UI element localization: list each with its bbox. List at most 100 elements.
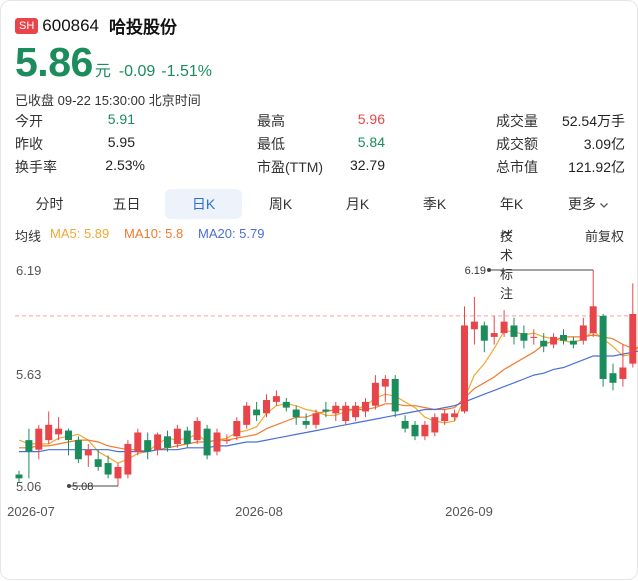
candle (609, 373, 617, 383)
stat-turnover-rate: 换手率 2.53% (15, 157, 145, 177)
stat-label: 最低 (257, 136, 285, 152)
candle (253, 409, 261, 416)
candle (94, 459, 102, 467)
candle (312, 413, 320, 425)
candle (144, 440, 152, 452)
high-marker-label: 6.19 (465, 265, 486, 277)
candle (45, 424, 53, 441)
stock-name[interactable]: 哈投股份 (109, 18, 178, 37)
candle (322, 409, 330, 412)
candle (134, 432, 142, 452)
candle (540, 340, 548, 347)
adjust-selector[interactable]: 前复权 (585, 229, 625, 244)
candle (441, 413, 449, 422)
candle (391, 378, 399, 412)
y-tick-label: 5.63 (16, 367, 41, 382)
candle (352, 405, 360, 418)
stat-turnover-amount: 成交额 3.09亿 (496, 134, 625, 154)
current-price: 5.86 (15, 39, 93, 85)
candle (550, 336, 558, 345)
kline-chart[interactable]: 6.19 5.63 5.06 2026-07 2026-08 2026-09 6.19 5.0… (1, 251, 638, 581)
stat-market-cap: 总市值 121.92亿 (496, 157, 625, 177)
candle (619, 367, 627, 379)
ma5-value: MA5: 5.89 (50, 226, 110, 241)
low-marker-dot (67, 484, 71, 488)
tech-annotation-label: 技术标注 (500, 229, 514, 301)
stat-value: 121.92亿 (568, 159, 625, 175)
candle (65, 430, 72, 441)
candle (164, 436, 171, 448)
stat-value: 52.54万手 (561, 113, 625, 129)
candle (520, 333, 528, 341)
price-change-pct: -1.51% (161, 63, 212, 80)
market-badge: SH (15, 17, 39, 34)
candle (55, 428, 63, 435)
stat-value: 32.79 (349, 157, 385, 173)
tab-weekly-k[interactable]: 周K (268, 196, 293, 212)
tab-more-label: 更多 (568, 196, 596, 212)
candle (124, 443, 132, 475)
market-status: 已收盘 09-22 15:30:00 北京时间 (15, 93, 201, 108)
candle (35, 428, 43, 450)
stat-label: 换手率 (15, 159, 57, 175)
candle (470, 321, 478, 330)
ma-line-ma5 (18, 330, 638, 464)
quote-stats: 今开 5.91 最高 5.96 成交量 52.54万手 昨收 5.95 最低 5… (15, 111, 625, 181)
candle (431, 417, 439, 433)
price-unit: 元 (94, 63, 111, 80)
candle (332, 405, 340, 414)
candle (579, 325, 587, 341)
stat-value: 5.96 (357, 111, 385, 127)
candle (154, 434, 162, 450)
candle (233, 421, 241, 437)
candle (104, 463, 112, 475)
stat-value: 5.95 (107, 134, 135, 150)
candle (500, 321, 508, 334)
tab-five-day[interactable]: 五日 (112, 196, 141, 212)
price-row: 5.86 元 -0.09 -1.51% (15, 39, 212, 86)
stat-value: 3.09亿 (583, 136, 625, 152)
stat-label: 最高 (257, 113, 285, 129)
candle (371, 382, 379, 406)
low-marker-label: 5.08 (72, 481, 93, 493)
candle (243, 405, 251, 425)
ma-legend: 均线 MA5: 5.89 MA10: 5.8 MA20: 5.79 技术标注 前… (15, 226, 627, 301)
tab-monthly-k[interactable]: 月K (345, 196, 370, 212)
stock-code: 600864 (42, 15, 100, 35)
candle (381, 378, 389, 387)
trend-icon (500, 226, 513, 241)
tab-yearly-k[interactable]: 年K (499, 196, 524, 212)
stock-header: SH 600864 哈投股份 (15, 13, 177, 38)
candle (490, 333, 498, 337)
candle (302, 421, 310, 425)
candle (84, 449, 92, 456)
stat-volume: 成交量 52.54万手 (496, 111, 625, 131)
x-tick-label: 2026-08 (235, 504, 283, 519)
candle (461, 325, 468, 412)
tab-quarterly-k[interactable]: 季K (422, 196, 447, 212)
stat-label: 成交量 (496, 113, 538, 129)
candle (401, 421, 409, 429)
candle (114, 466, 122, 479)
candle (510, 325, 518, 337)
candle (25, 440, 33, 452)
tab-daily-k[interactable]: 日K (165, 189, 242, 219)
candle (183, 430, 191, 444)
candle (362, 401, 369, 412)
candle (480, 325, 488, 341)
candle (451, 413, 459, 418)
high-marker-dot (487, 268, 491, 272)
candle (292, 409, 300, 418)
candle (223, 440, 231, 442)
period-tabs: 分时 五日 日K 周K 月K 季K 年K 更多 (11, 189, 631, 219)
tab-more[interactable]: 更多 (550, 189, 627, 219)
candle (74, 440, 82, 460)
stat-value: 2.53% (105, 157, 145, 173)
tab-intraday[interactable]: 分时 (35, 196, 64, 212)
y-tick-label: 5.06 (16, 479, 41, 494)
stat-label: 成交额 (496, 136, 538, 152)
x-tick-label: 2026-07 (7, 504, 55, 519)
chevron-down-icon (599, 190, 609, 220)
ma-line-ma10 (19, 334, 638, 453)
